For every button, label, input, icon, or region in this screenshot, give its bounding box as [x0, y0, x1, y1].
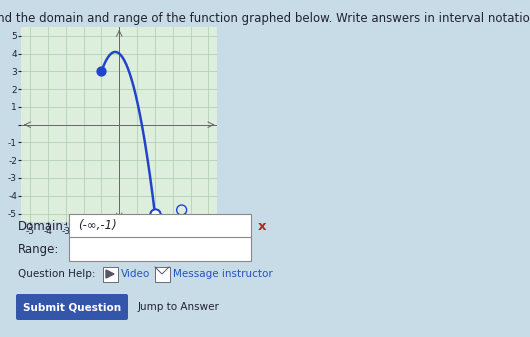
Text: Video: Video: [121, 269, 150, 279]
FancyBboxPatch shape: [69, 214, 251, 238]
Text: Range:: Range:: [18, 243, 59, 255]
FancyBboxPatch shape: [69, 237, 251, 261]
Text: x: x: [258, 219, 267, 233]
Point: [151, 211, 159, 216]
Text: Domain:: Domain:: [18, 219, 68, 233]
FancyBboxPatch shape: [102, 267, 118, 281]
FancyBboxPatch shape: [16, 294, 128, 320]
Text: Message instructor: Message instructor: [173, 269, 273, 279]
Text: Submit Question: Submit Question: [23, 302, 121, 312]
Text: Find the domain and range of the function graphed below. Write answers in interv: Find the domain and range of the functio…: [0, 12, 530, 25]
FancyBboxPatch shape: [155, 267, 170, 281]
Point: [97, 69, 105, 74]
Text: Jump to Answer: Jump to Answer: [138, 302, 220, 312]
Text: Question Help:: Question Help:: [18, 269, 95, 279]
Polygon shape: [106, 270, 114, 278]
Text: (-∞,-1): (-∞,-1): [78, 219, 117, 233]
